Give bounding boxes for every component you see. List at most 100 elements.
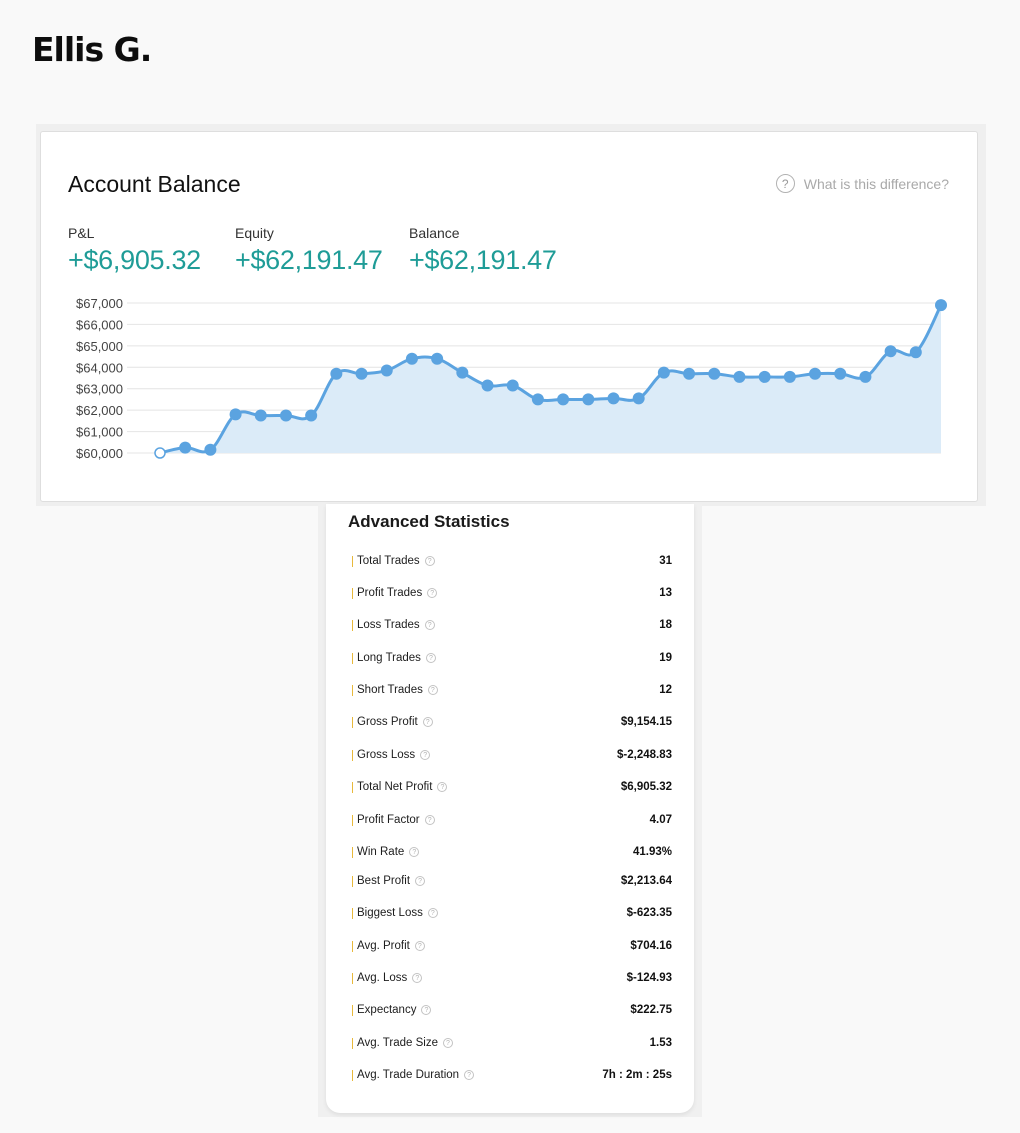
stat-label-group: Total Net Profit?	[352, 781, 448, 793]
data-point[interactable]	[557, 393, 570, 406]
data-point[interactable]	[531, 393, 544, 406]
stat-value: $-2,248.83	[617, 749, 672, 761]
data-point[interactable]	[330, 367, 343, 380]
data-point[interactable]	[884, 345, 897, 358]
question-circle-icon[interactable]: ?	[409, 847, 420, 857]
difference-help-text: What is this difference?	[803, 175, 949, 192]
stat-row: Biggest Loss? $-623.35	[352, 903, 672, 923]
question-circle-icon[interactable]: ?	[412, 973, 423, 983]
data-point[interactable]	[783, 370, 796, 383]
stat-row: Gross Loss? $-2,248.83	[352, 745, 672, 765]
data-point[interactable]	[657, 366, 670, 379]
stat-label-group: Expectancy?	[352, 1004, 432, 1016]
stat-accent-bar	[352, 587, 353, 599]
data-point[interactable]	[506, 379, 519, 392]
data-point[interactable]	[456, 366, 469, 379]
data-point[interactable]	[179, 441, 192, 454]
stat-value: 7h : 2m : 25s	[602, 1069, 672, 1081]
stat-label-group: Gross Loss?	[352, 749, 431, 761]
stat-row: Best Profit? $2,213.64	[352, 871, 672, 891]
stat-label-group: Long Trades?	[352, 652, 436, 664]
stat-row: Expectancy? $222.75	[352, 1000, 672, 1020]
data-point[interactable]	[859, 370, 872, 383]
data-point[interactable]	[909, 346, 922, 359]
stat-value: $-623.35	[626, 907, 672, 919]
y-tick-label: $62,000	[76, 403, 123, 418]
question-circle-icon[interactable]: ?	[415, 876, 426, 886]
question-circle-icon[interactable]: ?	[427, 685, 438, 695]
advanced-statistics-title: Advanced Statistics	[348, 512, 510, 531]
question-circle-icon[interactable]: ?	[442, 1038, 453, 1048]
question-circle-icon[interactable]: ?	[424, 620, 435, 630]
data-point[interactable]	[154, 447, 166, 459]
stat-label-group: Profit Trades?	[352, 587, 438, 599]
data-point[interactable]	[708, 367, 721, 380]
question-circle-icon[interactable]: ?	[424, 815, 435, 825]
data-point[interactable]	[607, 392, 620, 405]
stat-accent-bar	[352, 555, 353, 567]
pnl-label: P&L	[68, 225, 95, 241]
question-circle-icon[interactable]: ?	[424, 556, 435, 566]
question-circle-icon[interactable]: ?	[414, 941, 425, 951]
stat-row: Avg. Profit? $704.16	[352, 936, 672, 956]
stat-label-group: Loss Trades?	[352, 619, 435, 631]
data-point[interactable]	[355, 367, 368, 380]
data-point[interactable]	[305, 409, 318, 422]
data-point[interactable]	[204, 443, 217, 456]
stat-label-group: Avg. Profit?	[352, 940, 425, 952]
question-circle-icon[interactable]: ?	[420, 750, 431, 760]
stat-value: 31	[659, 555, 672, 567]
data-point[interactable]	[632, 392, 645, 405]
stat-label: Loss Trades	[357, 619, 420, 631]
data-point[interactable]	[481, 379, 494, 392]
data-point[interactable]	[405, 352, 418, 365]
account-balance-title: Account Balance	[68, 171, 241, 197]
stat-label-group: Best Profit?	[352, 875, 426, 887]
stat-label: Gross Profit	[357, 716, 418, 728]
data-point[interactable]	[380, 364, 393, 377]
question-circle-icon[interactable]: ?	[437, 782, 448, 792]
stat-row: Avg. Trade Duration? 7h : 2m : 25s	[352, 1065, 672, 1085]
data-point[interactable]	[683, 367, 696, 380]
balance-metric: Balance +$62,191.47	[409, 225, 557, 276]
stat-label: Profit Factor	[357, 814, 420, 826]
stat-row: Total Trades? 31	[352, 551, 672, 571]
stat-accent-bar	[352, 846, 353, 858]
question-circle-icon[interactable]: ?	[421, 1005, 432, 1015]
question-circle-icon[interactable]: ?	[427, 588, 438, 598]
data-point[interactable]	[935, 299, 947, 312]
stat-label: Win Rate	[357, 846, 405, 858]
y-tick-label: $61,000	[76, 425, 123, 440]
stat-value: 4.07	[649, 814, 672, 826]
question-circle-icon[interactable]: ?	[464, 1070, 475, 1080]
data-point[interactable]	[279, 409, 292, 422]
stat-row: Avg. Loss? $-124.93	[352, 968, 672, 988]
stat-value: 1.53	[649, 1037, 672, 1049]
stat-row: Short Trades? 12	[352, 680, 672, 700]
difference-help-link[interactable]: ? What is this difference?	[775, 174, 949, 193]
stat-label: Avg. Trade Size	[357, 1037, 438, 1049]
data-point[interactable]	[229, 408, 242, 421]
data-point[interactable]	[431, 352, 444, 365]
stat-value: $222.75	[630, 1004, 672, 1016]
pnl-value: +$6,905.32	[68, 245, 201, 275]
data-point[interactable]	[582, 393, 595, 406]
y-tick-label: $65,000	[76, 339, 123, 354]
stat-value: $6,905.32	[620, 781, 672, 793]
stat-row: Total Net Profit? $6,905.32	[352, 777, 672, 797]
data-point[interactable]	[834, 367, 847, 380]
stat-value: 12	[659, 684, 672, 696]
question-circle-icon[interactable]: ?	[427, 908, 438, 918]
stat-row: Avg. Trade Size? 1.53	[352, 1033, 672, 1053]
stat-label-group: Short Trades?	[352, 684, 438, 696]
data-point[interactable]	[758, 370, 771, 383]
data-point[interactable]	[254, 409, 267, 422]
stat-label-group: Total Trades?	[352, 555, 435, 567]
data-point[interactable]	[809, 367, 822, 380]
data-point[interactable]	[733, 370, 746, 383]
stat-label-group: Win Rate?	[352, 846, 420, 858]
stat-label: Short Trades	[357, 684, 423, 696]
stat-value: 18	[659, 619, 672, 631]
question-circle-icon[interactable]: ?	[425, 653, 436, 663]
question-circle-icon[interactable]: ?	[422, 717, 433, 727]
